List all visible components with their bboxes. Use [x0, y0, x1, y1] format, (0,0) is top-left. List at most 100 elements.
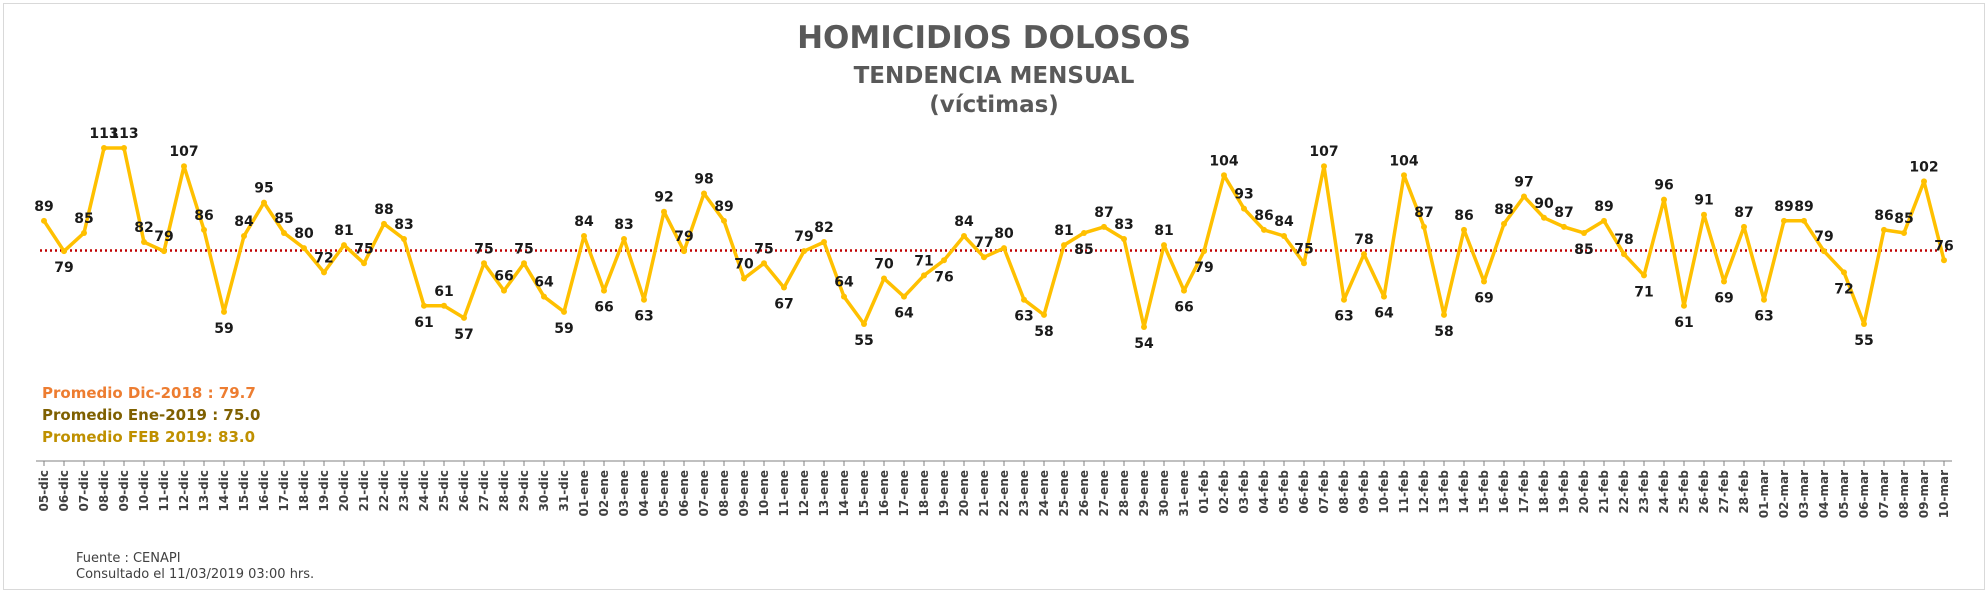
data-point [1241, 205, 1247, 212]
data-point [281, 229, 287, 236]
x-tick-label: 19-dic [317, 470, 331, 512]
data-label: 87 [1734, 205, 1753, 221]
data-point [1861, 320, 1867, 327]
data-label: 90 [1534, 196, 1554, 212]
data-label: 70 [874, 256, 894, 272]
data-label: 69 [1714, 290, 1733, 306]
x-tick-label: 09-ene [737, 470, 751, 517]
data-point [181, 163, 187, 170]
x-tick-label: 30-dic [537, 470, 551, 512]
data-label: 79 [794, 229, 813, 245]
data-label: 78 [1614, 232, 1633, 248]
x-tick-label: 28-dic [497, 470, 511, 512]
data-point [1421, 223, 1427, 230]
x-tick-label: 02-feb [1217, 470, 1231, 514]
data-point [1621, 251, 1627, 258]
data-label: 61 [1674, 315, 1693, 331]
x-tick-label: 02-ene [597, 470, 611, 517]
data-label: 89 [714, 199, 733, 215]
x-axis [36, 460, 1952, 466]
data-point [1221, 172, 1227, 179]
x-tick-label: 08-ene [717, 470, 731, 517]
data-point [1701, 211, 1707, 218]
x-tick-label: 23-ene [1017, 470, 1031, 517]
data-label: 89 [1794, 199, 1813, 215]
data-label: 81 [1054, 223, 1073, 239]
data-point [221, 308, 227, 315]
x-tick-label: 04-feb [1257, 470, 1271, 514]
data-point [1361, 251, 1367, 258]
data-point [1941, 257, 1947, 264]
x-tick-label: 23-feb [1637, 470, 1651, 514]
x-tick-label: 21-dic [357, 470, 371, 512]
data-label: 88 [374, 202, 393, 218]
data-label: 107 [1309, 144, 1338, 160]
data-label: 66 [1174, 300, 1193, 316]
data-point [1541, 214, 1547, 221]
x-tick-label: 26-ene [1077, 470, 1091, 517]
data-point [441, 302, 447, 309]
data-point [681, 248, 687, 255]
data-label: 89 [1594, 199, 1613, 215]
chart-subtitle: TENDENCIA MENSUAL [853, 63, 1135, 89]
x-tick-label: 05-mar [1837, 470, 1851, 518]
data-point [1041, 311, 1047, 318]
data-label: 79 [54, 260, 73, 276]
x-tick-label: 15-ene [857, 470, 871, 517]
data-point [341, 242, 347, 249]
x-tick-label: 25-dic [437, 470, 451, 512]
x-tick-label: 20-dic [337, 470, 351, 512]
unit-label: (víctimas) [929, 92, 1059, 118]
data-label: 85 [274, 211, 293, 227]
data-label: 75 [754, 241, 773, 257]
data-label: 69 [1474, 290, 1493, 306]
data-label: 77 [974, 235, 993, 251]
x-tick-label: 15-dic [237, 470, 251, 512]
x-tick-label: 06-ene [677, 470, 691, 517]
data-point [821, 239, 827, 246]
data-labels: 8979851131138279107865984958580728175888… [34, 126, 1953, 352]
data-point [1461, 226, 1467, 233]
x-tick-label: 17-ene [897, 470, 911, 517]
data-label: 63 [1754, 309, 1773, 325]
x-tick-label: 28-ene [1117, 470, 1131, 517]
data-label: 59 [214, 321, 233, 337]
data-point [1661, 196, 1667, 203]
average-feb-2019: Promedio FEB 2019: 83.0 [42, 428, 256, 446]
x-tick-label: 05-dic [37, 470, 51, 512]
average-dec-2018: Promedio Dic-2018 : 79.7 [42, 384, 256, 402]
x-tick-label: 09-dic [117, 470, 131, 512]
x-tick-label: 12-dic [177, 470, 191, 512]
x-tick-label: 21-ene [977, 470, 991, 517]
data-point [761, 260, 767, 267]
x-tick-label: 07-dic [77, 470, 91, 512]
x-tick-label: 03-ene [617, 470, 631, 517]
data-label: 61 [414, 315, 433, 331]
data-point [841, 293, 847, 300]
data-point [1321, 163, 1327, 170]
x-tick-label: 02-mar [1777, 470, 1791, 518]
x-tick-label: 09-feb [1357, 470, 1371, 514]
data-label: 83 [394, 217, 413, 233]
data-point [301, 245, 307, 252]
data-point [361, 260, 367, 267]
data-point [1021, 296, 1027, 303]
data-label: 80 [294, 226, 314, 242]
source-label: Fuente : CENAPI [76, 551, 181, 566]
data-point [621, 236, 627, 243]
data-label: 61 [434, 284, 453, 300]
data-label: 102 [1909, 159, 1938, 175]
data-label: 104 [1389, 153, 1418, 169]
x-tick-label: 22-feb [1617, 470, 1631, 514]
consulted-timestamp: Consultado el 11/03/2019 03:00 hrs. [76, 567, 315, 582]
x-tick-label: 11-ene [777, 470, 791, 517]
data-label: 87 [1094, 205, 1113, 221]
chart-frame [3, 3, 1985, 590]
x-tick-label: 08-mar [1897, 470, 1911, 518]
data-point [1921, 178, 1927, 185]
data-point [901, 293, 907, 300]
data-label: 82 [814, 220, 833, 236]
x-tick-label: 07-mar [1877, 470, 1891, 518]
data-point [1841, 269, 1847, 276]
data-label: 82 [134, 220, 153, 236]
